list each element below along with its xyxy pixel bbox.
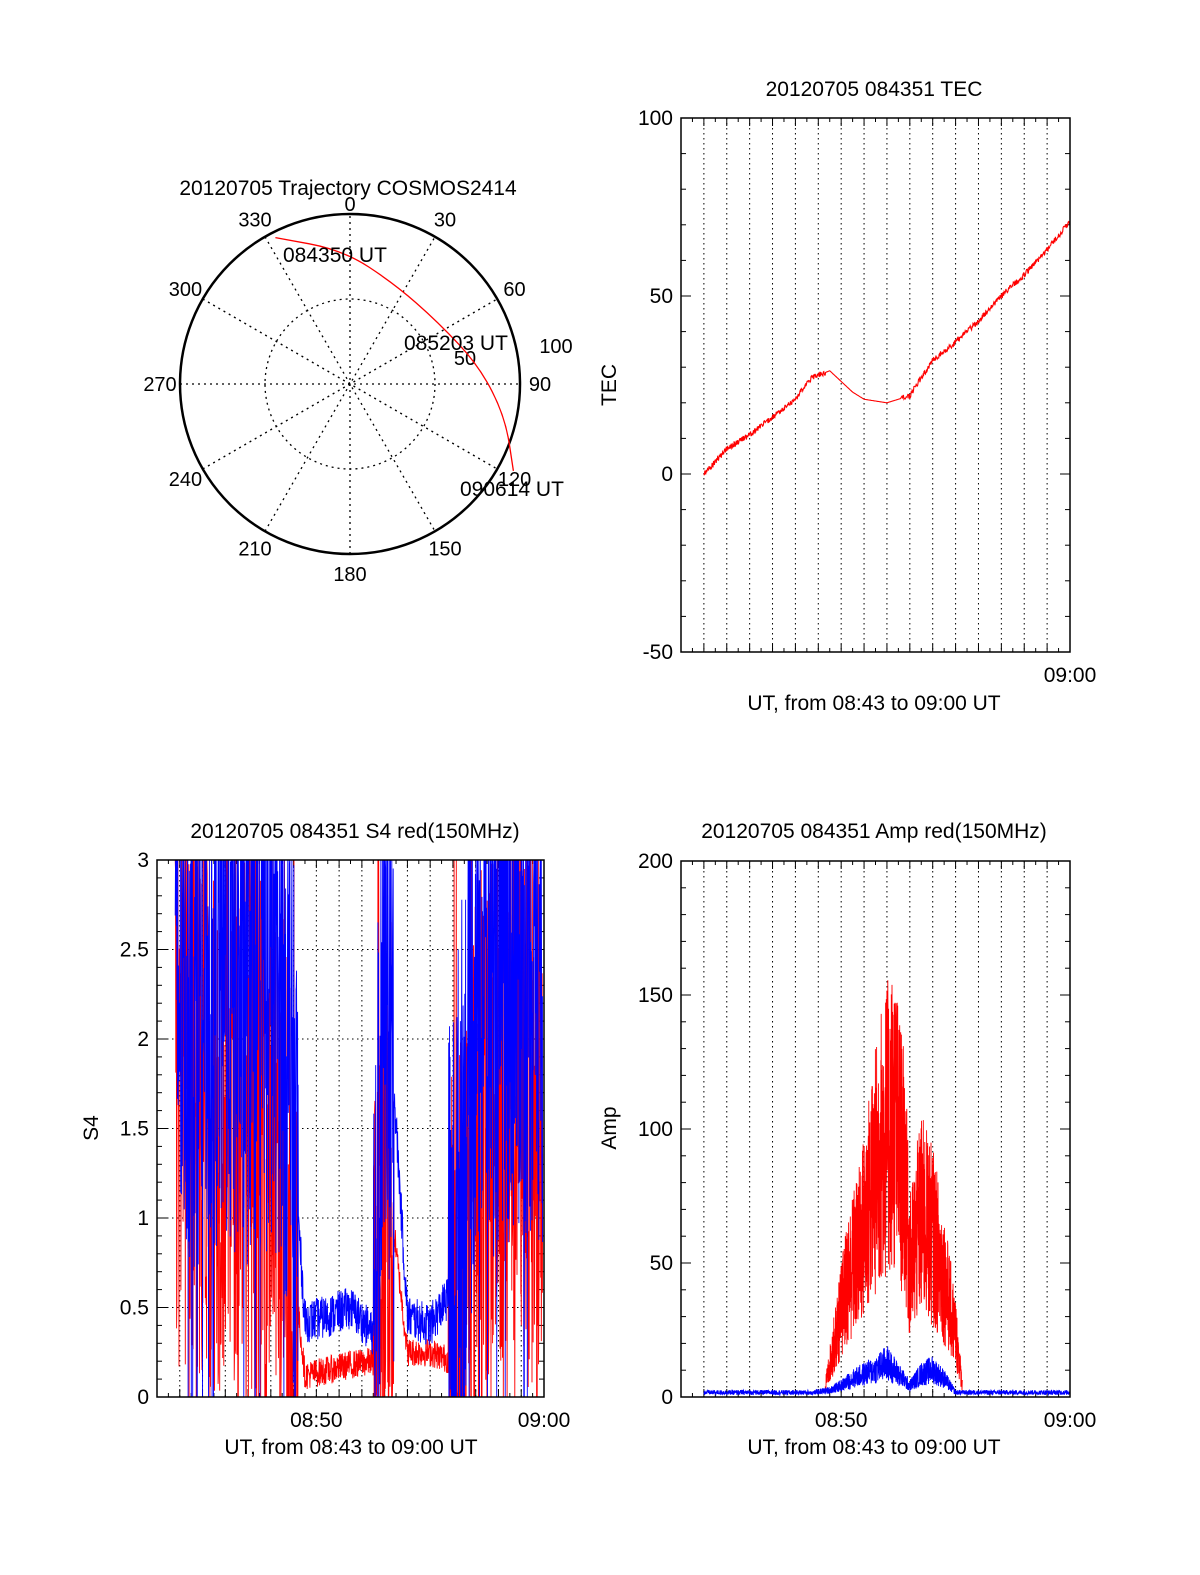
tec-x-axis-label: UT, from 08:43 to 09:00 UT [747,692,1000,715]
y-tick-label: 2 [137,1028,149,1051]
amp-y-axis-label: Amp [598,1106,621,1149]
tec-title: 20120705 084351 TEC [766,78,983,101]
y-tick-label: 1.5 [120,1118,149,1141]
y-tick-label: 50 [650,285,673,308]
x-tick-label: 09:00 [518,1409,571,1432]
y-tick-label: 0 [661,463,673,486]
amp-blue-line [703,1346,1071,1397]
y-tick-label: -50 [643,641,673,664]
polar-azimuth-labels: 0 30 60 90 120 150 180 210 240 270 300 330 [143,194,551,586]
amp-y-tick-labels: 0 50 100 150 200 [638,850,673,1409]
polar-spokes [180,214,520,554]
trajectory-end-time: 090614 UT [460,478,564,501]
azimuth-label: 270 [143,374,176,396]
tec-line [703,220,1071,476]
trajectory-start-time: 084350 UT [283,244,387,267]
azimuth-label: 120 [498,469,531,491]
y-tick-label: 100 [638,107,673,130]
amp-red-line [824,980,963,1391]
y-tick-label: 50 [650,1252,673,1275]
azimuth-label: 210 [238,539,271,561]
y-tick-label: 0.5 [120,1297,149,1320]
azimuth-label: 90 [529,374,551,396]
amp-panel: 20120705 084351 Amp red(150MHz) 0 50 100 15… [598,820,1096,1459]
tec-y-axis-label: TEC [598,364,621,406]
tec-axes-frame [680,117,1071,653]
tec-series [703,220,1071,476]
amp-axes-frame [680,860,1071,1398]
y-tick-label: 150 [638,984,673,1007]
s4-red-line [174,859,544,1398]
y-tick-label: 0 [661,1386,673,1409]
x-tick-label: 08:50 [815,1409,868,1432]
s4-x-axis-label: UT, from 08:43 to 09:00 UT [224,1436,477,1459]
tec-y-tick-labels: -50 0 50 100 [638,107,673,664]
s4-x-tick-labels: 08:50 09:00 [290,1409,570,1432]
s4-blue-line [174,859,544,1398]
azimuth-label: 300 [169,279,202,301]
polar-trajectory-panel: 20120705 Trajectory COSMOS2414 0 30 60 90 12… [143,177,572,586]
azimuth-label: 60 [503,279,525,301]
s4-y-axis-label: S4 [80,1115,103,1141]
x-tick-label: 08:50 [290,1409,343,1432]
s4-series [174,859,544,1398]
azimuth-label: 330 [238,209,271,231]
trajectory-mid-time: 085203 UT [404,332,508,355]
amp-x-axis-label: UT, from 08:43 to 09:00 UT [747,1436,1000,1459]
azimuth-label: 150 [428,539,461,561]
y-tick-label: 0 [137,1386,149,1409]
polar-spoke [264,236,436,532]
tec-x-tick-labels: 09:00 [1044,664,1097,687]
s4-axes-frame [156,859,545,1398]
x-tick-label: 09:00 [1044,1409,1097,1432]
s4-title: 20120705 084351 S4 red(150MHz) [190,820,519,843]
y-tick-label: 3 [137,849,149,872]
y-tick-label: 2.5 [120,939,149,962]
amp-series [703,980,1071,1397]
s4-panel: 20120705 084351 S4 red(150MHz) 0 0.5 1 1.5 2… [80,820,570,1459]
azimuth-label: 240 [169,469,202,491]
elevation-ring-label-50: 50 [454,348,476,370]
azimuth-label: 30 [434,209,456,231]
tec-grid [680,117,1071,653]
y-tick-label: 200 [638,850,673,873]
x-tick-label: 09:00 [1044,664,1097,687]
polar-title: 20120705 Trajectory COSMOS2414 [179,177,517,200]
s4-y-tick-labels: 0 0.5 1 1.5 2 2.5 3 [120,849,149,1409]
y-tick-label: 100 [638,1118,673,1141]
elevation-ring-label-100: 100 [539,336,572,358]
y-tick-label: 1 [137,1207,149,1230]
azimuth-label: 180 [333,564,366,586]
amp-title: 20120705 084351 Amp red(150MHz) [701,820,1047,843]
trajectory-line [275,236,515,471]
azimuth-label: 0 [344,194,355,216]
amp-x-tick-labels: 08:50 09:00 [815,1409,1096,1432]
